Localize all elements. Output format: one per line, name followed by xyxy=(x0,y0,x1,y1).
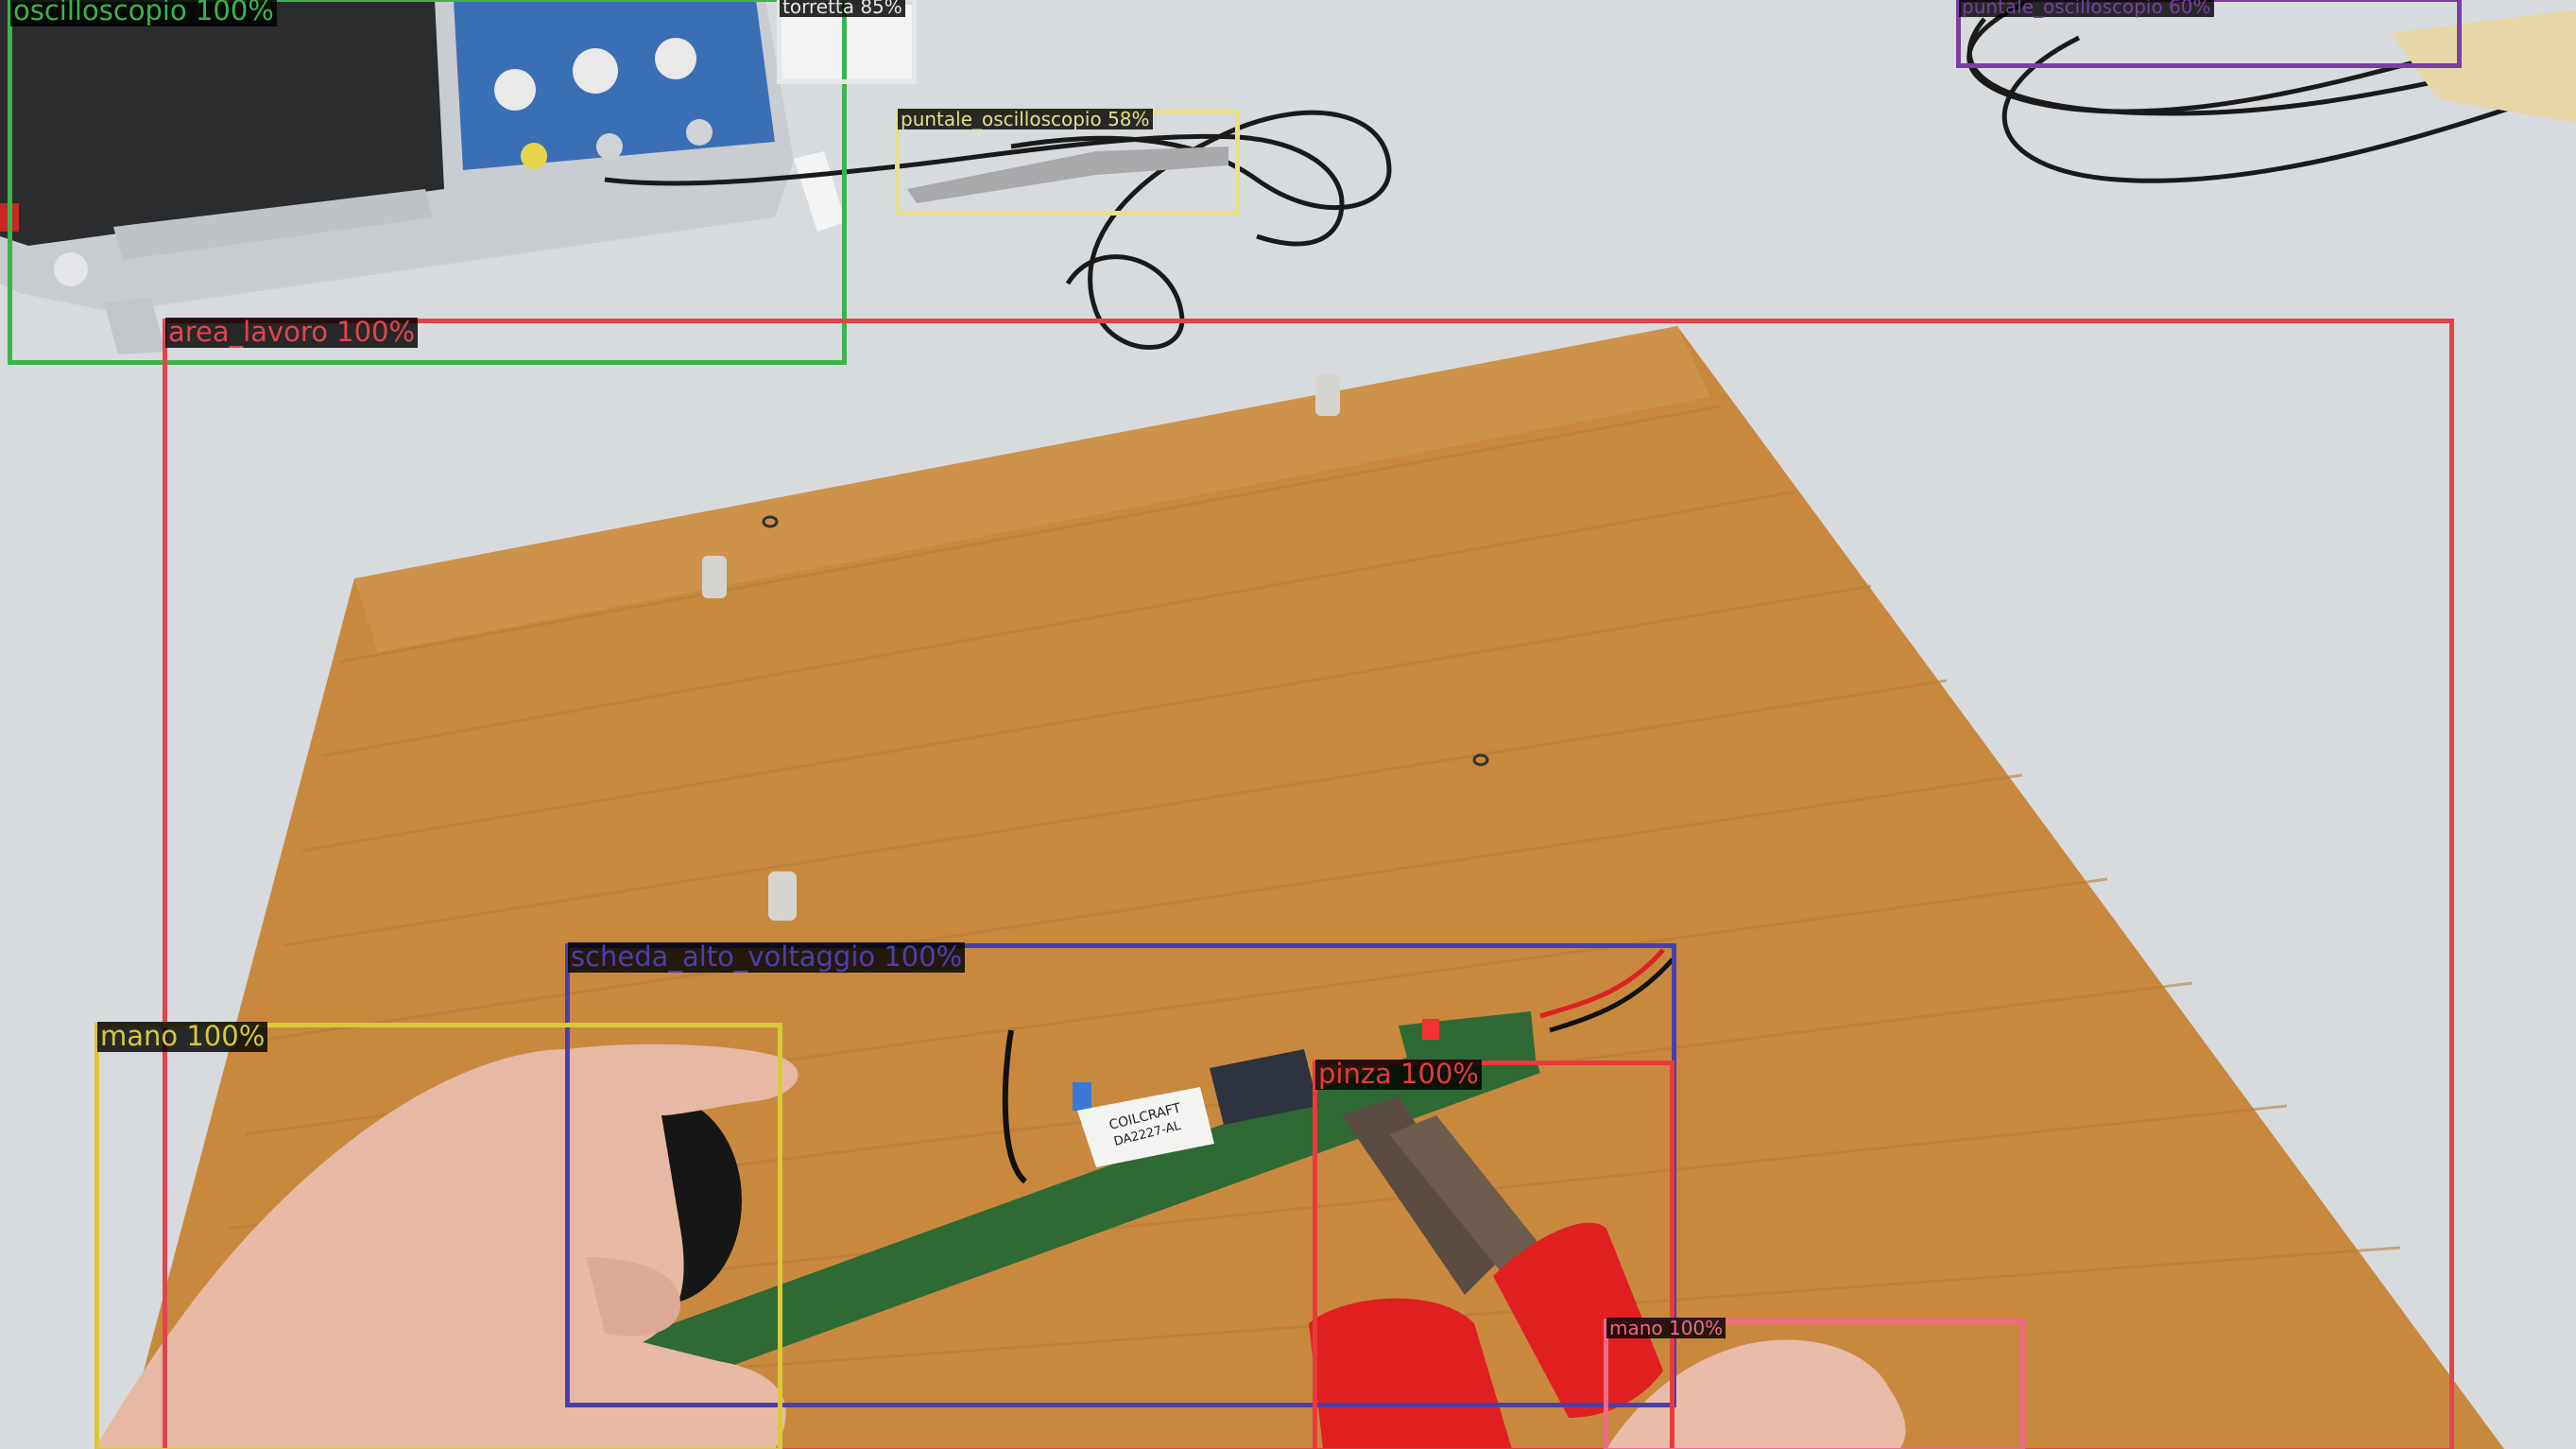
detection-label: oscilloscopio 100% xyxy=(10,0,277,26)
detection-label: puntale_oscilloscopio 60% xyxy=(1959,0,2214,17)
detection-label: scheda_alto_voltaggio 100% xyxy=(568,941,966,973)
detection-label: mano 100% xyxy=(1606,1318,1726,1338)
detection-label: area_lavoro 100% xyxy=(165,317,419,348)
oscilloscope xyxy=(0,0,794,354)
tape-roll xyxy=(2391,9,2576,123)
detection-oscilloscope: oscilloscopio 100% xyxy=(8,0,847,365)
detection-turret: torretta 85% xyxy=(777,0,917,84)
detection-probe: puntale_oscilloscopio 58% xyxy=(895,109,1240,216)
detection-label: puntale_oscilloscopio 58% xyxy=(898,109,1153,129)
detection-label: pinza 100% xyxy=(1315,1059,1482,1090)
standoffs xyxy=(702,373,1340,921)
detection-hand: mano 100% xyxy=(94,1021,782,1449)
detection-label: mano 100% xyxy=(97,1021,268,1052)
detection-hv-board: scheda_alto_voltaggio 100% xyxy=(565,941,1676,1407)
cable-tag xyxy=(794,151,846,232)
oscilloscope-probe-tip xyxy=(907,147,1228,203)
detection-hand: mano 100% xyxy=(1604,1318,2025,1449)
right-hand xyxy=(1606,1339,1906,1449)
left-hand xyxy=(94,1044,799,1449)
detection-label: torretta 85% xyxy=(780,0,905,17)
pliers xyxy=(1309,1096,1663,1449)
detection-probe: puntale_oscilloscopio 60% xyxy=(1956,0,2462,68)
